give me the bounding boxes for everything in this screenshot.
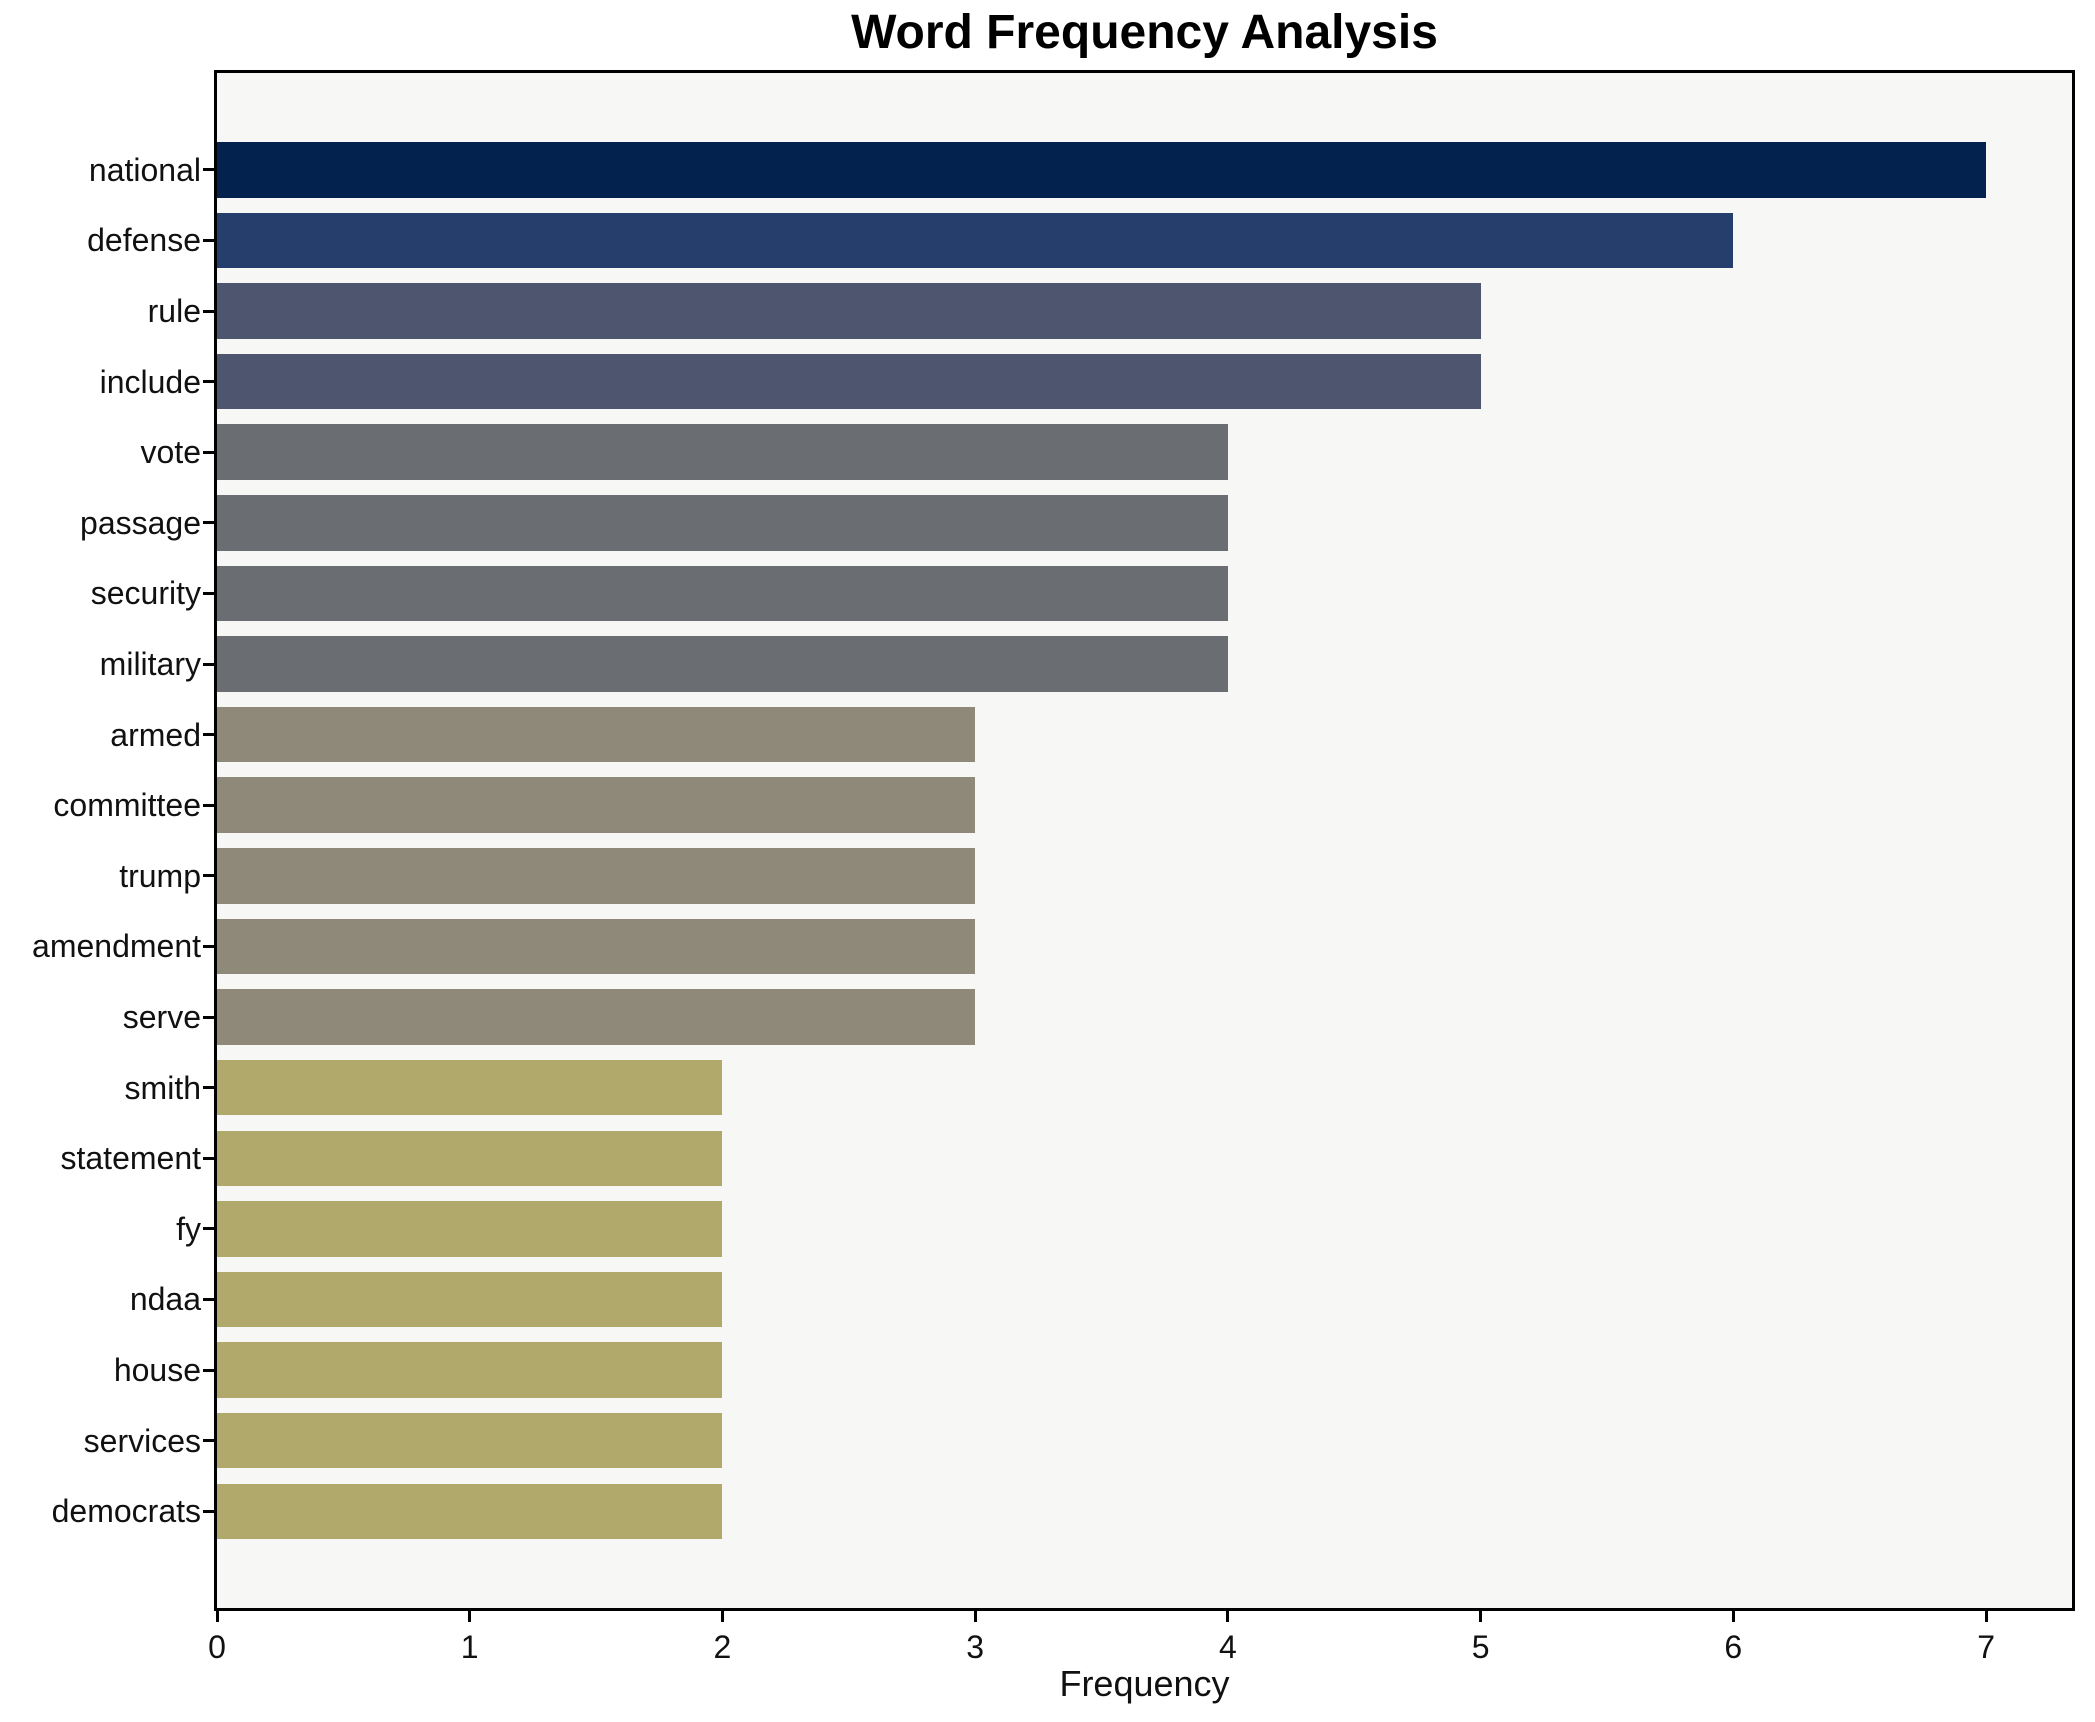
y-tick-mark-smith: [203, 1086, 214, 1090]
y-tick-label-vote: vote: [140, 434, 201, 471]
y-tick-mark-defense: [203, 238, 214, 242]
x-tick-mark-6: [1731, 1611, 1735, 1622]
bar-military: [217, 636, 1228, 692]
y-tick-label-national: national: [88, 151, 201, 188]
bar-statement: [217, 1130, 723, 1186]
y-tick-mark-house: [203, 1368, 214, 1372]
bar-national: [217, 142, 1987, 198]
y-tick-mark-passage: [203, 521, 214, 525]
y-tick-mark-statement: [203, 1156, 214, 1160]
bar-house: [217, 1342, 723, 1398]
y-tick-label-fy: fy: [176, 1210, 201, 1247]
y-tick-mark-democrats: [203, 1509, 214, 1513]
y-tick-mark-armed: [203, 733, 214, 737]
bar-committee: [217, 777, 976, 833]
y-tick-mark-security: [203, 591, 214, 595]
bar-defense: [217, 212, 1734, 269]
y-tick-label-serve: serve: [122, 999, 201, 1035]
y-tick-label-military: military: [99, 646, 201, 682]
bar-vote: [217, 424, 1228, 480]
y-tick-label-house: house: [113, 1352, 201, 1388]
x-tick-label-4: 4: [1218, 1629, 1237, 1665]
x-tick-mark-0: [215, 1611, 219, 1622]
x-tick-mark-3: [973, 1611, 977, 1622]
y-tick-label-services: services: [83, 1422, 201, 1459]
bar-passage: [217, 495, 1228, 551]
y-tick-mark-services: [203, 1439, 214, 1443]
x-tick-mark-1: [468, 1611, 472, 1622]
plot-area: [214, 70, 2075, 1611]
x-tick-mark-5: [1479, 1611, 1483, 1622]
bar-include: [217, 353, 1481, 410]
bar-security: [217, 565, 1228, 622]
x-tick-label-1: 1: [460, 1629, 479, 1665]
y-tick-label-statement: statement: [60, 1140, 201, 1177]
y-tick-label-committee: committee: [53, 787, 201, 824]
x-tick-label-3: 3: [966, 1629, 985, 1665]
y-tick-label-include: include: [99, 363, 201, 400]
x-tick-mark-2: [720, 1611, 724, 1622]
x-tick-label-7: 7: [1977, 1629, 1995, 1665]
y-tick-label-armed: armed: [110, 716, 201, 753]
bar-armed: [217, 706, 976, 763]
y-tick-label-rule: rule: [147, 293, 201, 329]
y-tick-label-smith: smith: [124, 1069, 201, 1106]
bar-serve: [217, 989, 976, 1045]
x-tick-label-5: 5: [1471, 1629, 1490, 1665]
bar-fy: [217, 1201, 723, 1257]
y-tick-label-passage: passage: [80, 504, 201, 541]
x-tick-label-6: 6: [1724, 1629, 1743, 1665]
bar-democrats: [217, 1483, 723, 1539]
x-axis-label: Frequency: [1059, 1663, 1230, 1704]
y-tick-label-democrats: democrats: [51, 1493, 201, 1530]
x-tick-label-0: 0: [208, 1629, 226, 1665]
bar-amendment: [217, 918, 976, 975]
y-tick-label-security: security: [90, 575, 201, 612]
y-tick-mark-military: [203, 662, 214, 666]
y-tick-mark-amendment: [203, 944, 214, 948]
y-tick-label-ndaa: ndaa: [129, 1281, 201, 1318]
bar-trump: [217, 848, 976, 904]
bar-services: [217, 1412, 723, 1469]
bar-rule: [217, 283, 1481, 339]
x-tick-mark-4: [1226, 1611, 1230, 1622]
chart-title: Word Frequency Analysis: [851, 6, 1438, 59]
y-tick-mark-trump: [203, 874, 214, 878]
x-tick-label-2: 2: [713, 1629, 732, 1665]
y-tick-mark-serve: [203, 1015, 214, 1019]
y-tick-mark-committee: [203, 803, 214, 807]
y-tick-mark-national: [203, 168, 214, 172]
y-tick-mark-include: [203, 380, 214, 384]
y-tick-mark-ndaa: [203, 1297, 214, 1301]
y-tick-mark-fy: [203, 1227, 214, 1231]
y-tick-label-amendment: amendment: [32, 928, 201, 965]
y-tick-mark-rule: [203, 309, 214, 313]
bar-ndaa: [217, 1271, 723, 1328]
y-tick-label-trump: trump: [119, 857, 201, 894]
bar-smith: [217, 1059, 723, 1116]
x-tick-mark-7: [1984, 1611, 1988, 1622]
y-tick-mark-vote: [203, 450, 214, 454]
y-tick-label-defense: defense: [87, 222, 201, 259]
